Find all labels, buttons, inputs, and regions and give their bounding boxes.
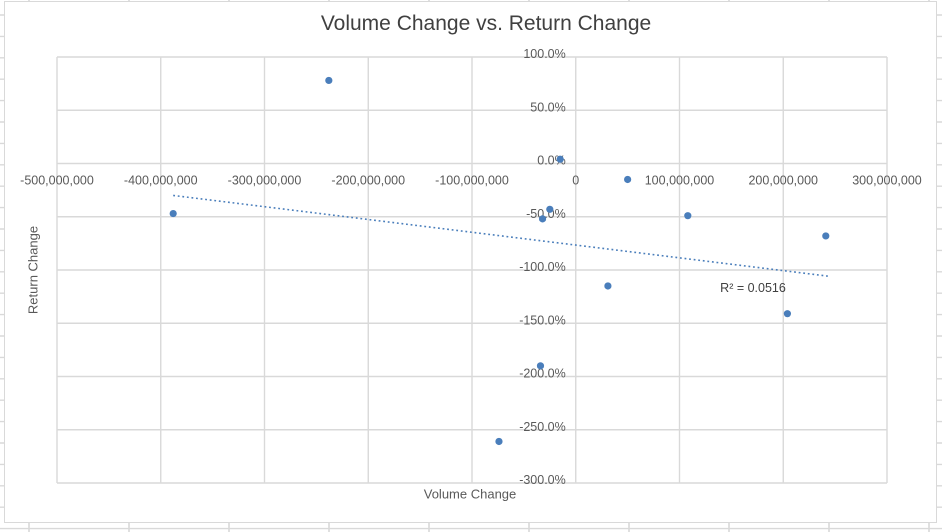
chart-container[interactable] — [4, 1, 937, 523]
y-axis-title: Return Change — [25, 225, 41, 315]
chart-title: Volume Change vs. Return Change — [320, 12, 652, 35]
trendline-r-squared-label: R² = 0.0516 — [720, 281, 786, 295]
x-axis-title: Volume Change — [423, 486, 517, 502]
